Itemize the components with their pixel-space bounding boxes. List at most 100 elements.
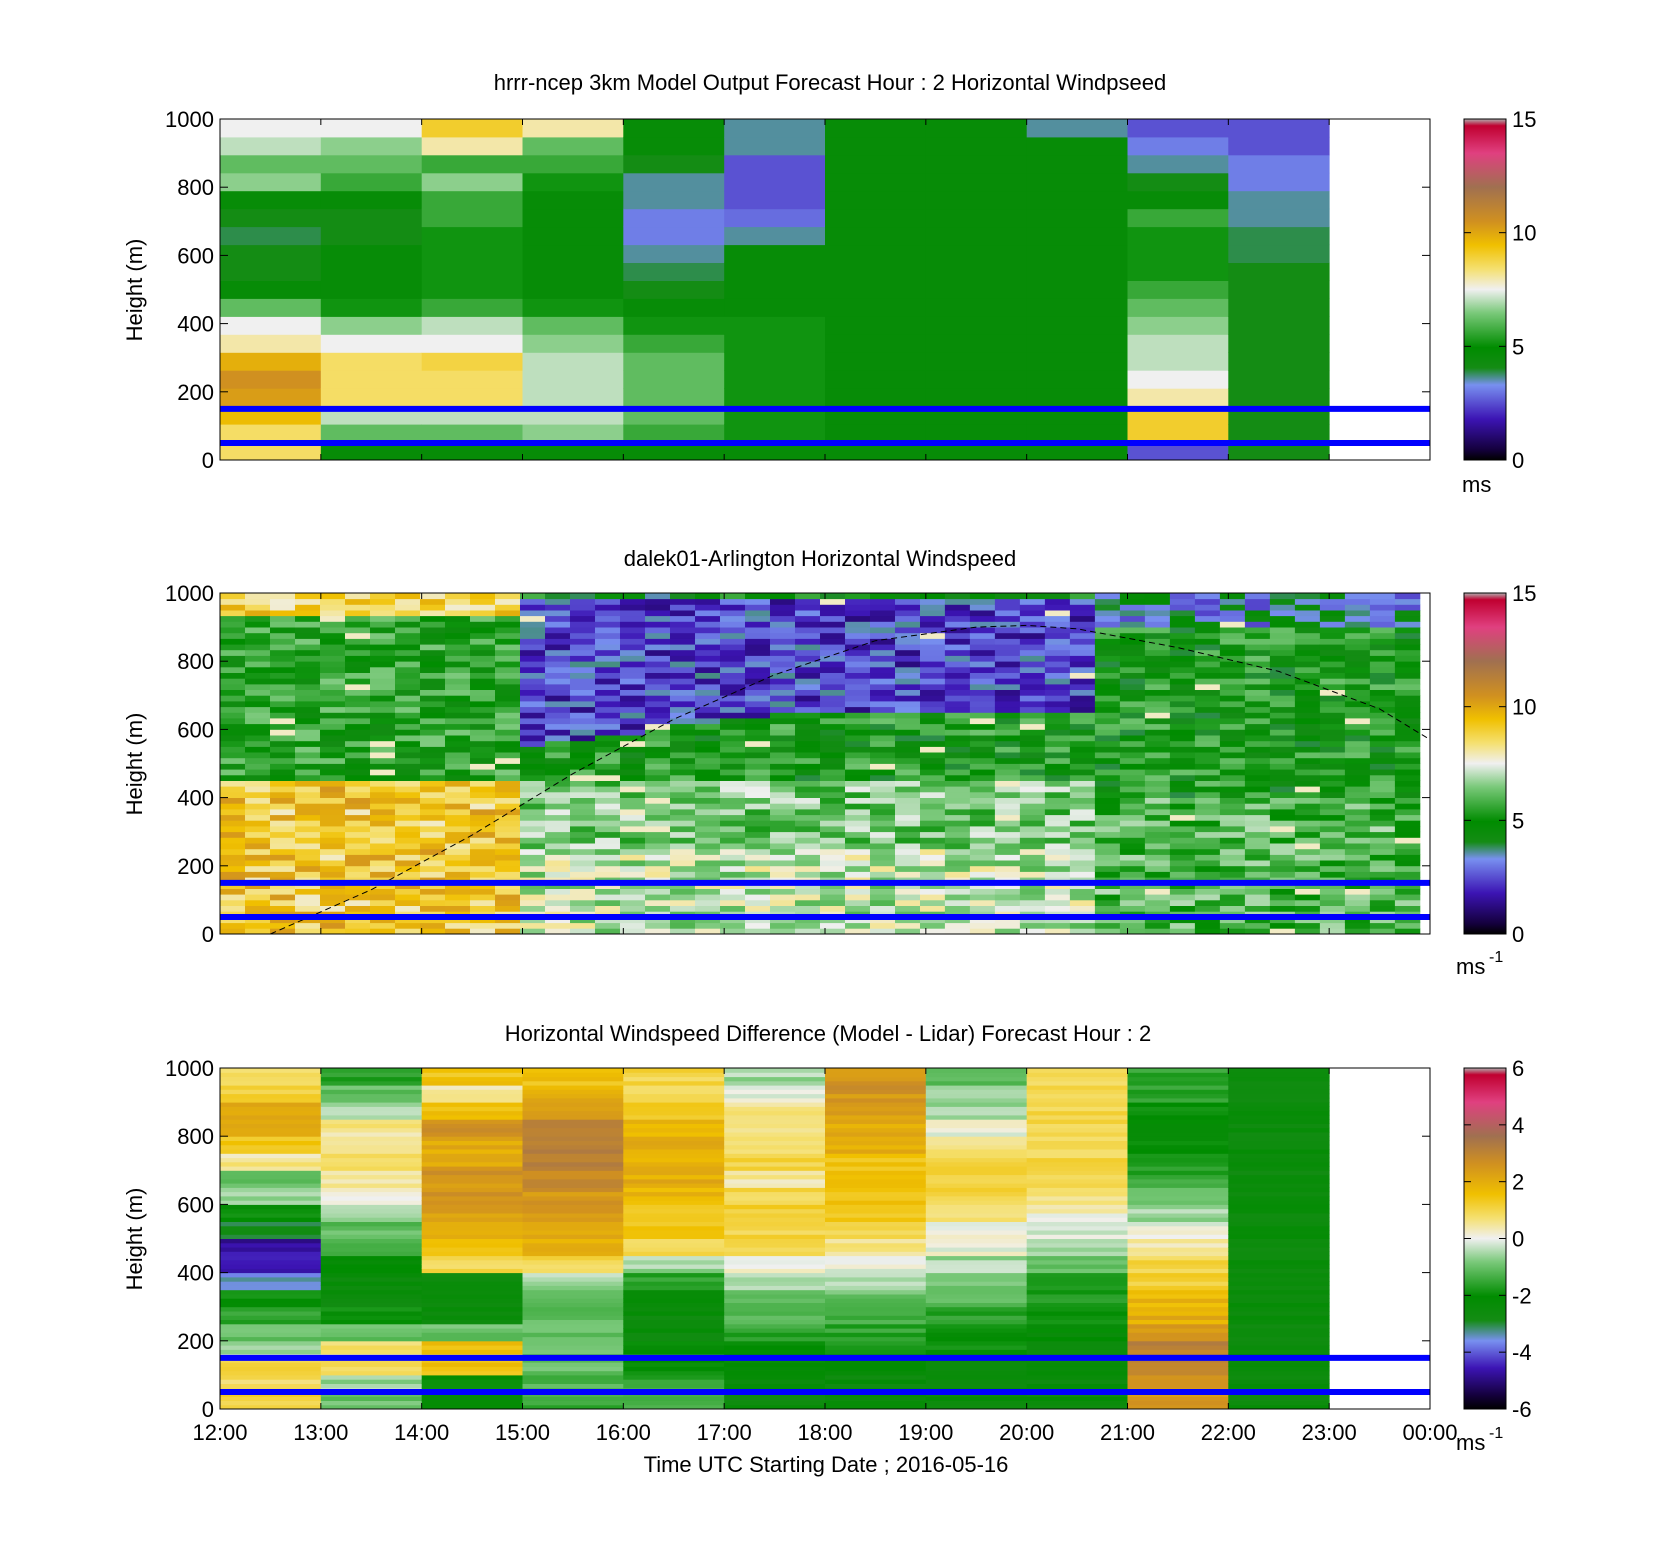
heatmap-cell (695, 905, 721, 912)
heatmap-cell (1394, 814, 1421, 821)
heatmap-cell (770, 769, 796, 776)
heatmap-cell (1244, 757, 1271, 764)
heatmap-cell (420, 820, 446, 827)
heatmap-cell (920, 905, 946, 912)
heatmap-cell (1119, 803, 1146, 810)
heatmap-cell (595, 809, 621, 816)
heatmap-cell (944, 786, 971, 793)
heatmap-cell (370, 774, 396, 781)
heatmap-cell (320, 1191, 423, 1197)
heatmap-cell (520, 882, 546, 889)
heatmap-cell (320, 226, 423, 246)
heatmap-cell (1269, 746, 1296, 753)
heatmap-cell (1019, 871, 1046, 878)
heatmap-cell (1094, 786, 1121, 793)
heatmap-cell (925, 1238, 1028, 1244)
heatmap-cell (1219, 718, 1246, 725)
heatmap-cell (623, 1119, 725, 1124)
heatmap-cell (1244, 888, 1271, 895)
heatmap-cell (944, 774, 971, 781)
heatmap-cell (470, 689, 496, 696)
heatmap-cell (470, 666, 496, 673)
heatmap-cell (1319, 752, 1346, 759)
heatmap-cell (720, 757, 746, 764)
heatmap-cell (1169, 797, 1196, 804)
heatmap-cell (420, 593, 446, 600)
heatmap-cell (295, 655, 321, 662)
heatmap-cell (969, 905, 996, 912)
heatmap-cell (645, 786, 671, 793)
heatmap-cell (1369, 797, 1396, 804)
heatmap-cell (1244, 666, 1271, 673)
heatmap-cell (870, 672, 896, 679)
heatmap-cell (670, 882, 696, 889)
heatmap-cell (825, 1106, 927, 1112)
heatmap-cell (295, 644, 321, 651)
heatmap-cell (1294, 763, 1321, 770)
heatmap-cell (1319, 661, 1346, 668)
heatmap-cell (944, 848, 971, 855)
heatmap-cell (1228, 424, 1330, 443)
heatmap-cell (1319, 831, 1346, 838)
heatmap-cell (320, 746, 346, 753)
heatmap-cell (470, 809, 496, 816)
heatmap-cell (825, 1349, 927, 1355)
heatmap-cell (994, 666, 1021, 673)
heatmap-cell (220, 1400, 322, 1406)
heatmap-cell (421, 1298, 523, 1303)
heatmap-cell (1026, 1276, 1128, 1282)
heatmap-cell (724, 1178, 826, 1184)
heatmap-cell (320, 1362, 423, 1367)
heatmap-cell (1026, 1332, 1128, 1338)
heatmap-cell (1044, 865, 1071, 872)
heatmap-cell (745, 683, 771, 690)
heatmap-cell (220, 1217, 322, 1222)
heatmap-cell (522, 1328, 624, 1333)
heatmap-cell (1369, 769, 1396, 776)
heatmap-cell (695, 865, 721, 872)
heatmap-cell (1369, 718, 1396, 725)
heatmap-cell (825, 1332, 927, 1338)
heatmap-cell (1294, 780, 1321, 787)
heatmap-cell (370, 740, 396, 747)
heatmap-cell (395, 604, 421, 611)
heatmap-cell (495, 843, 521, 850)
heatmap-cell (724, 298, 826, 317)
heatmap-cell (795, 666, 821, 673)
heatmap-cell (1194, 854, 1221, 861)
heatmap-cell (944, 871, 971, 878)
heatmap-cell (522, 1072, 624, 1078)
heatmap-cell (395, 769, 421, 776)
heatmap-cell (570, 615, 596, 622)
heatmap-cell (1094, 638, 1121, 645)
heatmap-cell (1228, 316, 1330, 335)
heatmap-cell (969, 593, 996, 600)
heatmap-cell (420, 649, 446, 656)
heatmap-cell (1344, 826, 1371, 833)
heatmap-cell (845, 627, 871, 634)
heatmap-cell (994, 837, 1021, 844)
heatmap-cell (295, 814, 321, 821)
heatmap-cell (245, 917, 271, 924)
heatmap-cell (421, 1097, 523, 1103)
heatmap-cell (1019, 848, 1046, 855)
heatmap-cell (445, 746, 471, 753)
heatmap-cell (270, 598, 296, 605)
heatmap-cell (220, 695, 246, 702)
heatmap-cell (623, 1140, 725, 1146)
heatmap-cell (1319, 757, 1346, 764)
heatmap-cell (1219, 689, 1246, 696)
heatmap-cell (745, 672, 771, 679)
heatmap-cell (620, 791, 646, 798)
heatmap-cell (1019, 655, 1046, 662)
heatmap-cell (845, 922, 871, 929)
heatmap-cell (925, 1345, 1028, 1350)
heatmap-cell (623, 1191, 725, 1197)
y-tick-label: 0 (202, 922, 214, 947)
heatmap-cell (724, 1221, 826, 1227)
heatmap-cell (345, 826, 371, 833)
heatmap-cell (895, 683, 921, 690)
heatmap-cell (320, 769, 346, 776)
heatmap-cell (1319, 928, 1346, 935)
heatmap-cell (795, 865, 821, 872)
